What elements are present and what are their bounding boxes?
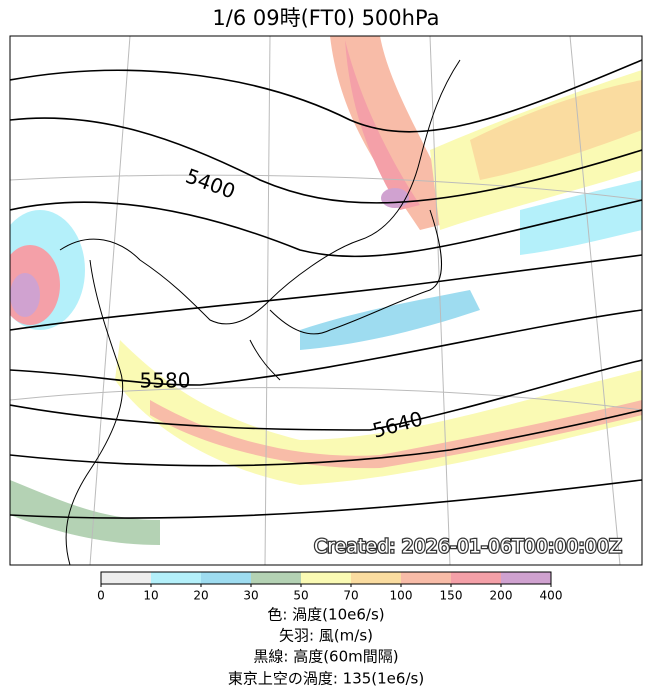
colorbar-tick-label: 400 [540,589,563,603]
colorbar-segment [501,572,551,584]
colorbar-tick-label: 50 [293,589,308,603]
colorbar-segment [251,572,301,584]
legend-line: 色: 渦度(10e6/s) [267,606,384,624]
colorbar-tick-label: 100 [390,589,413,603]
contour-label: 5580 [140,369,191,393]
colorbar-segment [151,572,201,584]
colorbar-segment [201,572,251,584]
colorbar-tick-label: 20 [193,589,208,603]
colorbar-tick-label: 30 [243,589,258,603]
colorbar-segment [401,572,451,584]
colorbar-segment [351,572,401,584]
legend-line: 黒線: 高度(60m間隔) [253,648,398,666]
colorbar-tick-label: 70 [343,589,358,603]
map-area: 5400 5580 5640 Created: 2026-01-06T00:00… [10,36,642,565]
colorbar: 0 10 20 30 50 70 100 150 200 400 [97,571,563,603]
colorbar-segment [301,572,351,584]
colorbar-segment [451,572,501,584]
colorbar-tick-label: 200 [490,589,513,603]
legend-line: 東京上空の渦度: 135(1e6/s) [228,670,424,688]
colorbar-frame [100,571,552,585]
colorbar-tick-label: 10 [143,589,158,603]
colorbar-segment [101,572,151,584]
colorbar-tick-label: 0 [97,589,105,603]
map-frame [9,35,643,566]
map-title: 1/6 09時(FT0) 500hPa [212,6,439,30]
credit: Created: 2026-01-06T00:00:00Z [314,536,622,558]
legend-line: 矢羽: 風(m/s) [279,627,373,645]
colorbar-tick-label: 150 [440,589,463,603]
